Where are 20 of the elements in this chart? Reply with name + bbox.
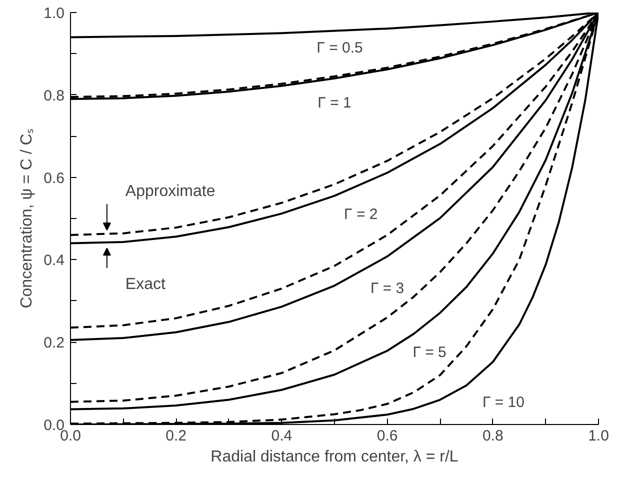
annotation: Γ = 10	[482, 394, 524, 411]
annotation: Γ = 0.5	[316, 39, 363, 56]
y-axis-title: Concentration, ψ = C / Cₛ	[18, 128, 36, 308]
x-tick-label: 1.0	[588, 428, 609, 444]
y-tick-label: 0.4	[44, 252, 65, 270]
x-tick-label: 0.6	[376, 428, 398, 444]
annotation: Approximate	[125, 183, 216, 200]
x-axis-title: Radial distance from center, λ = r/L	[210, 448, 458, 466]
x-tick-label: 0.4	[271, 428, 292, 444]
annotation: Exact	[125, 276, 166, 293]
y-tick-label: 0.8	[44, 87, 65, 104]
annotation: Γ = 2	[344, 206, 378, 223]
y-tick-label: 0.6	[44, 170, 65, 187]
y-tick-label: 1.0	[44, 5, 65, 22]
x-tick-label: 0.8	[482, 428, 504, 444]
annotation: Γ = 5	[412, 344, 446, 361]
annotation: Γ = 3	[370, 280, 404, 298]
y-tick-label: 0.2	[44, 334, 65, 352]
annotation: Γ = 1	[318, 94, 352, 112]
x-tick-label: 0.2	[166, 428, 187, 444]
